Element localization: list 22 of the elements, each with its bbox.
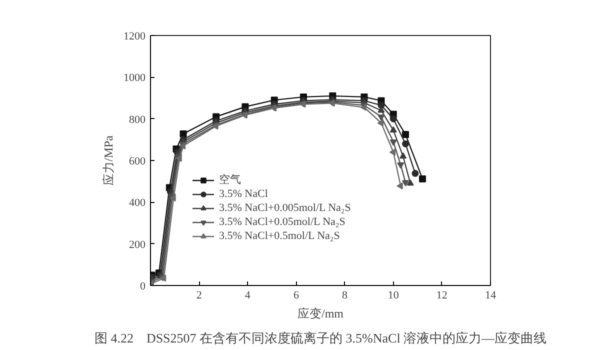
y-tick-label: 200 [129, 238, 146, 251]
x-tick-label: 2 [196, 290, 202, 302]
y-tick-label: 400 [129, 197, 146, 210]
y-tick-label: 800 [129, 114, 146, 126]
y-tick-label: 1000 [124, 72, 146, 84]
x-tick-label: 4 [244, 290, 251, 302]
legend-label: 3.5% NaCl+0.5mol/L Na₂S [219, 229, 340, 243]
y-tick-label: 600 [129, 156, 146, 168]
x-tick-label: 6 [293, 290, 300, 302]
y-tick-label: 0 [140, 280, 146, 292]
y-axis-title: 应力/MPa [102, 134, 116, 186]
x-tick-label: 10 [388, 290, 400, 302]
legend-label: 3.5% NaCl [219, 187, 268, 201]
legend-label: 3.5% NaCl+0.05mol/L Na₂S [219, 215, 346, 229]
x-tick-label: 8 [342, 290, 348, 302]
x-tick-label: 14 [485, 290, 496, 302]
x-tick-label: 12 [436, 290, 448, 302]
y-tick-label: 1200 [124, 30, 146, 42]
caption: 图 4.22 DSS2507 在含有不同浓度硫离子的 3.5%NaCl 溶液中的应力—应变曲线 [94, 330, 547, 346]
legend-label: 空气 [219, 172, 241, 187]
legend-label: 3.5% NaCl+0.005mol/L Na₂S [219, 201, 351, 215]
x-axis-title: 应变/mm [298, 306, 344, 320]
